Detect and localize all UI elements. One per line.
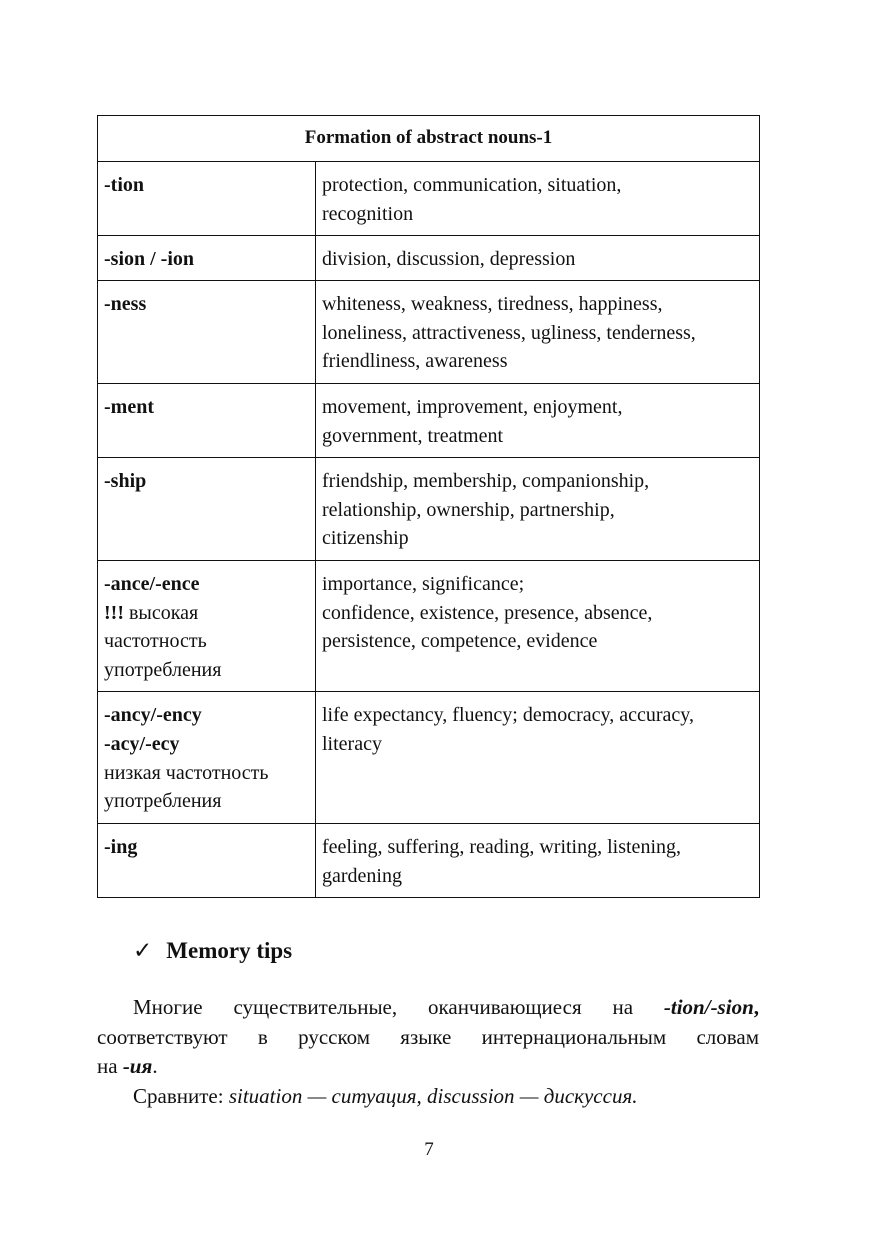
suffix-cell: -ance/-ence !!! высокая частотность упот…: [97, 559, 316, 692]
table-row: -ance/-ence !!! высокая частотность упот…: [97, 559, 760, 692]
examples-line: confidence, existence, presence, absence…: [322, 601, 653, 624]
table-title: Formation of abstract nouns-1: [97, 115, 760, 162]
examples-cell: protection, communication, situation, re…: [315, 160, 760, 236]
abstract-nouns-table: Formation of abstract nouns-1 -tion prot…: [97, 115, 760, 898]
table-header-row: Formation of abstract nouns-1: [97, 115, 760, 162]
examples-line: movement, improvement, enjoyment,: [322, 395, 623, 418]
table-row: -ness whiteness, weakness, tiredness, ha…: [97, 279, 760, 384]
frequency-note: частотность: [104, 630, 207, 653]
suffix-cell: -tion: [97, 160, 316, 236]
suffix-label: -ance/-ence: [104, 572, 200, 595]
examples-line: relationship, ownership, partnership,: [322, 498, 615, 521]
examples-line: whiteness, weakness, tiredness, happines…: [322, 292, 663, 315]
text: ,: [753, 995, 759, 1019]
examples-line: loneliness, attractiveness, ugliness, te…: [322, 321, 696, 344]
suffix-label: -ancy/-ency: [104, 703, 202, 726]
examples-line: persistence, competence, evidence: [322, 630, 598, 653]
suffix-label: -acy/-ecy: [104, 732, 180, 755]
table-row: -sion / -ion division, discussion, depre…: [97, 234, 760, 281]
examples-cell: feeling, suffering, reading, writing, li…: [315, 822, 760, 898]
table-row: -ment movement, improvement, enjoyment, …: [97, 382, 760, 458]
examples-line: division, discussion, depression: [322, 247, 576, 270]
examples-cell: importance, significance; confidence, ex…: [315, 559, 760, 692]
examples-cell: life expectancy, fluency; democracy, acc…: [315, 690, 760, 824]
examples-line: government, treatment: [322, 424, 504, 447]
memory-tip-paragraph: Многие существительные, оканчивающиеся н…: [97, 993, 759, 1111]
frequency-note: низкая частотность: [104, 761, 269, 784]
examples-line: recognition: [322, 202, 414, 225]
text: .: [152, 1054, 158, 1078]
examples-cell: friendship, membership, companionship, r…: [315, 456, 760, 561]
text: соответствуют в русском языке интернацио…: [97, 1024, 759, 1049]
examples-line: gardening: [322, 864, 402, 887]
comparison-line: Сравните: situation — ситуация, discussi…: [97, 1082, 759, 1112]
frequency-note: употребления: [104, 790, 222, 813]
text: на: [97, 1054, 123, 1078]
frequency-note: высокая: [123, 601, 199, 624]
suffix-emphasis: -tion/-sion: [663, 995, 754, 1019]
compare-label: Сравните:: [133, 1083, 229, 1108]
suffix-cell: -ancy/-ency -acy/-ecy низкая частотность…: [97, 690, 316, 824]
examples-line: citizenship: [322, 527, 409, 550]
suffix-cell: -ship: [97, 456, 316, 561]
page-number: 7: [424, 1139, 434, 1160]
table-row: -tion protection, communication, situati…: [97, 160, 760, 236]
memory-tips-heading: ✓ Memory tips: [133, 938, 292, 964]
table-row: -ing feeling, suffering, reading, writin…: [97, 822, 760, 898]
suffix-cell: -ness: [97, 279, 316, 384]
examples-line: life expectancy, fluency; democracy, acc…: [322, 703, 694, 726]
table-row: -ship friendship, membership, companions…: [97, 456, 760, 561]
examples-cell: division, discussion, depression: [315, 234, 760, 281]
heading-text: Memory tips: [166, 938, 293, 963]
table-row: -ancy/-ency -acy/-ecy низкая частотность…: [97, 690, 760, 824]
examples-line: literacy: [322, 732, 382, 755]
suffix-cell: -ment: [97, 382, 316, 458]
examples-line: protection, communication, situation,: [322, 173, 622, 196]
examples-line: friendliness, awareness: [322, 350, 508, 373]
examples-line: friendship, membership, companionship,: [322, 469, 650, 492]
suffix-cell: -sion / -ion: [97, 234, 316, 281]
checkmark-icon: ✓: [133, 938, 153, 963]
frequency-note: употребления: [104, 659, 222, 682]
suffix-emphasis: -ия: [122, 1054, 153, 1078]
text: Многие существительные, оканчивающиеся н…: [133, 995, 664, 1019]
examples-cell: movement, improvement, enjoyment, govern…: [315, 382, 760, 458]
examples-cell: whiteness, weakness, tiredness, happines…: [315, 279, 760, 384]
examples-line: importance, significance;: [322, 572, 525, 595]
examples-line: feeling, suffering, reading, writing, li…: [322, 835, 681, 858]
emphasis-mark: !!!: [104, 601, 124, 624]
compare-examples: situation — ситуация, discussion — диску…: [228, 1083, 638, 1108]
suffix-cell: -ing: [97, 822, 316, 898]
